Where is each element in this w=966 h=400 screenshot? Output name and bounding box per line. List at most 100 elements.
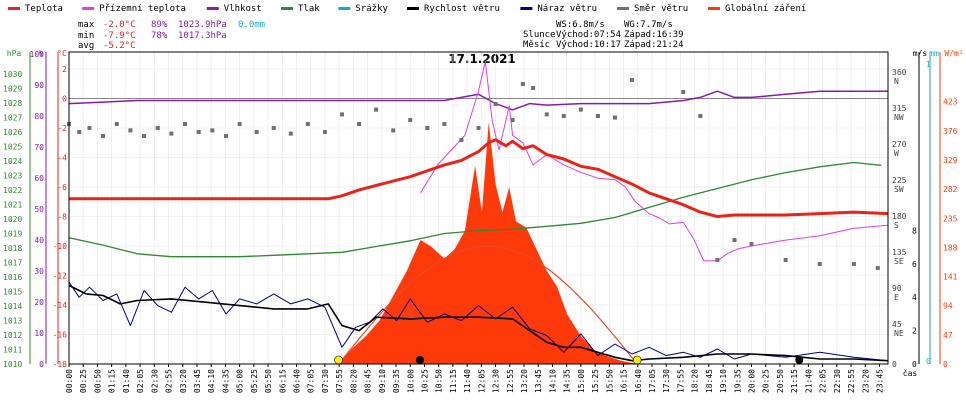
pressure-tick: 1020 — [3, 215, 22, 224]
rain-tick: 0 — [926, 357, 931, 366]
wind-direction-point — [561, 114, 566, 118]
pressure-tick: 1030 — [3, 70, 22, 79]
series-temperature — [69, 138, 889, 218]
sunset-marker — [632, 355, 642, 365]
legend-swatch — [206, 7, 219, 10]
humidity-tick: 0 — [39, 360, 44, 369]
temperature-tick: -14 — [53, 301, 68, 310]
wind-direction-point — [732, 238, 737, 242]
humidity-tick: 60 — [34, 174, 44, 183]
x-tick-label: 10:25 — [420, 369, 429, 393]
pressure-tick: 1019 — [3, 230, 22, 239]
x-tick-label: 09:10 — [378, 369, 387, 393]
pressure-tick: 1022 — [3, 186, 22, 195]
direction-tick-label: NE — [894, 329, 904, 338]
wind-tick: 2 — [912, 327, 917, 336]
x-tick-label: 02:55 — [165, 369, 174, 393]
pressure-tick: 1015 — [3, 288, 22, 297]
x-tick-label: 22:55 — [847, 369, 856, 393]
stat-ws: WS:6.8m/s — [556, 20, 605, 30]
pressure-tick: 1028 — [3, 99, 22, 108]
radiation-tick: 0 — [943, 360, 948, 369]
x-tick-label: 15:00 — [577, 369, 586, 393]
series-ground-temperature — [420, 61, 889, 262]
legend-label: Náraz větru — [537, 4, 597, 14]
wind-direction-point — [425, 126, 430, 130]
wind-direction-point — [817, 262, 822, 266]
stat-avg-temp: -5.2°C — [103, 41, 136, 51]
legend-swatch — [8, 7, 20, 10]
x-tick-label: 19:10 — [719, 369, 728, 393]
wind-direction-point — [142, 134, 147, 138]
rain-tick: 1 — [926, 60, 931, 69]
wind-direction-point — [374, 107, 379, 112]
pressure-tick: 1010 — [3, 360, 22, 369]
wind-direction-point — [210, 128, 215, 133]
pressure-tick: 1029 — [3, 85, 22, 94]
temperature-tick: -4 — [57, 154, 67, 163]
wind-direction-point — [196, 130, 201, 134]
radiation-theoretical-curve — [338, 245, 638, 365]
wind-direction-point — [544, 112, 549, 117]
direction-tick: 315 — [892, 104, 907, 113]
x-tick-label: 21:40 — [804, 369, 813, 393]
x-tick-label: 07:55 — [335, 369, 344, 393]
wind-direction-point — [305, 122, 310, 126]
x-tick-label: 15:50 — [605, 369, 614, 393]
stat-max-label: max — [78, 20, 95, 30]
stat-sun-set: Západ:16:39 — [624, 30, 684, 40]
legend-swatch — [520, 7, 533, 10]
stat-max-rain: 0.0mm — [238, 20, 265, 30]
wind-direction-point — [510, 118, 515, 122]
stat-max-press: 1023.9hPa — [178, 20, 227, 30]
humidity-axis-unit: % — [39, 49, 44, 58]
direction-tick-label: W — [894, 149, 899, 158]
x-tick-label: 00:50 — [93, 369, 102, 393]
wind-direction-point — [223, 134, 228, 138]
stat-max-hum: 89% — [151, 20, 168, 30]
radiation-tick: 423 — [943, 98, 958, 107]
pressure-tick: 1017 — [3, 259, 22, 268]
series-radiation — [338, 122, 638, 364]
direction-tick: 135 — [892, 248, 907, 257]
wind-direction-point — [681, 90, 686, 94]
x-tick-label: 14:10 — [548, 369, 557, 393]
legend-label: Srážky — [355, 4, 388, 14]
x-tick-label: 20:25 — [762, 369, 771, 393]
stat-sun-rise: Východ:07:54 — [556, 30, 621, 40]
wind-direction-point — [101, 134, 106, 138]
legend-swatch — [338, 7, 351, 10]
wind-direction-point — [357, 122, 362, 126]
x-tick-label: 15:25 — [591, 369, 600, 393]
wind-direction-point — [715, 258, 720, 262]
x-tick-label: 21:15 — [790, 369, 799, 393]
x-tick-label: 08:45 — [364, 369, 373, 393]
x-tick-label: 04:10 — [207, 369, 216, 393]
stat-min-label: min — [78, 31, 94, 41]
direction-tick-label: S — [894, 221, 899, 230]
pressure-tick: 1024 — [3, 157, 22, 166]
radiation-tick: 141 — [943, 273, 958, 282]
x-tick-label: 06:40 — [293, 369, 302, 393]
plot-frame — [68, 51, 889, 365]
x-tick-label: 17:30 — [662, 369, 671, 393]
legend-label: Rychlost větru — [424, 4, 500, 14]
x-tick-label: 13:20 — [520, 369, 529, 393]
wind-direction-point — [322, 130, 327, 134]
x-tick-label: 12:05 — [477, 369, 486, 393]
wind-direction-point — [875, 266, 880, 270]
stat-moon-rise: Východ:10:17 — [556, 40, 621, 50]
wind-direction-point — [630, 78, 635, 82]
x-tick-label: 23:20 — [861, 369, 870, 393]
pressure-tick: 1011 — [3, 346, 22, 355]
humidity-tick: 40 — [34, 236, 44, 245]
wind-direction-point — [87, 126, 92, 130]
legend-label: Teplota — [25, 4, 63, 14]
wind-direction-point — [169, 131, 174, 136]
wind-direction-point — [128, 128, 133, 133]
humidity-tick: 90 — [34, 81, 44, 90]
legend-label: Vlhkost — [224, 4, 262, 14]
stat-wg: WG:7.7m/s — [624, 20, 673, 30]
temperature-tick: -16 — [53, 331, 68, 340]
wind-direction-point — [442, 122, 447, 126]
